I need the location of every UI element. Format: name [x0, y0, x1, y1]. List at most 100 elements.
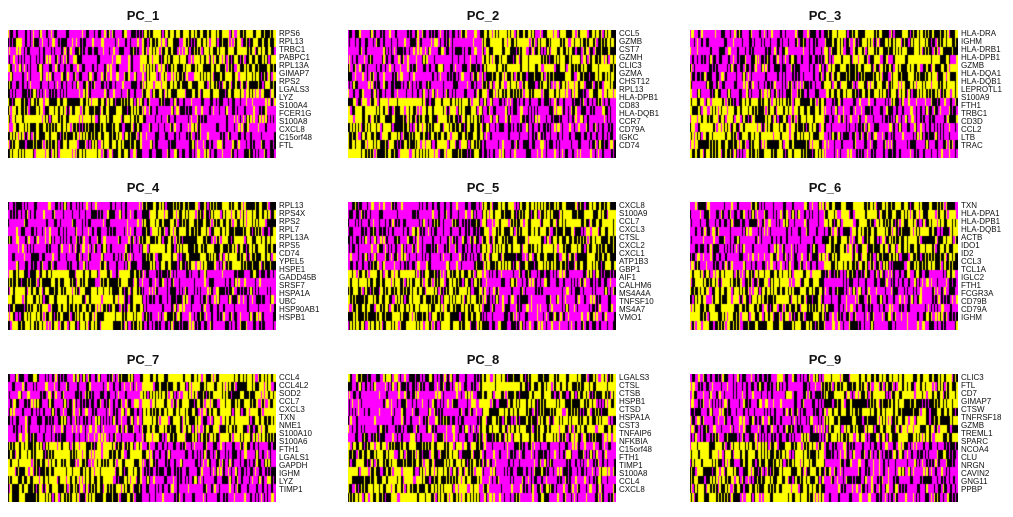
gene-label: S100A6 — [279, 437, 308, 446]
gene-label: TCL1A — [961, 265, 986, 274]
heatmap-cells — [8, 374, 276, 502]
panel-title: PC_3 — [808, 8, 842, 23]
gene-label: IGKC — [619, 133, 639, 142]
gene-label: ID2 — [961, 249, 974, 258]
gene-label: IDO1 — [961, 241, 980, 250]
gene-label: IGHM — [961, 313, 982, 322]
gene-label: CST3 — [619, 421, 640, 430]
gene-label: NME1 — [279, 421, 302, 430]
gene-label: CD74 — [279, 249, 300, 258]
gene-label: TNFSF10 — [619, 297, 654, 306]
gene-label: GNG11 — [961, 477, 988, 486]
gene-label-list: RPS6 RPL13 TRBC1 PABPC1 RPL13A GIMAP7 RPS2 LGAL… — [279, 30, 312, 158]
gene-label: CCL4 — [619, 477, 640, 486]
gene-label: CD79B — [961, 297, 987, 306]
gene-label: RPS4X — [279, 209, 306, 218]
gene-label: GZMB — [619, 37, 643, 46]
heatmap-panel-pc-3: PC_3 HLA-DRA IGHM HLA-DRB1 HLA-DPB1 GZMB HLA-D… — [690, 0, 1013, 172]
gene-label: CXCL3 — [619, 225, 645, 234]
gene-label: S100A8 — [279, 117, 308, 126]
gene-label: CXCL8 — [279, 125, 305, 134]
gene-label: S100A9 — [961, 93, 990, 102]
gene-label: C15orf48 — [619, 445, 652, 454]
gene-label: S100A9 — [619, 209, 648, 218]
gene-label: GADD45B — [279, 273, 317, 282]
panel-title: PC_1 — [126, 8, 160, 23]
gene-label: CCL4 — [279, 373, 300, 382]
gene-label: IGLC2 — [961, 273, 985, 282]
gene-label-list: LGALS3 CTSL CTSB HSPB1 CTSD HSPA1A CST3 TNFAIP6… — [619, 374, 652, 502]
gene-label: LGALS3 — [279, 85, 310, 94]
gene-label: LTB — [961, 133, 976, 142]
gene-label: RPL13 — [279, 37, 304, 46]
gene-label: SPARC — [961, 437, 988, 446]
gene-label: CTSW — [961, 405, 985, 414]
gene-label-list: CXCL8 S100A9 CCL7 CXCL3 CTSL CXCL2 CXCL1 ATP1B3… — [619, 202, 654, 330]
panel-title: PC_4 — [126, 180, 160, 195]
heatmap-panel-pc-5: PC_5 CXCL8 S100A9 CCL7 CXCL3 CTSL CXCL2 CXCL1 AT… — [348, 172, 678, 344]
gene-label: HLA-DPA1 — [961, 209, 1000, 218]
heatmap-cells — [690, 30, 958, 158]
gene-label: TRBC1 — [961, 109, 988, 118]
gene-label: TNFRSF18 — [961, 413, 1002, 422]
gene-label: VMO1 — [619, 313, 642, 322]
gene-label: CTSD — [619, 405, 641, 414]
panel-title: PC_7 — [126, 352, 160, 367]
gene-label: CLIC3 — [961, 373, 984, 382]
heatmap-cells — [348, 202, 616, 330]
gene-label-list: HLA-DRA IGHM HLA-DRB1 HLA-DPB1 GZMB HLA-DQA1 H… — [961, 30, 1002, 158]
gene-label: FCER1G — [279, 109, 312, 118]
gene-label: LGALS1 — [279, 453, 310, 462]
gene-label: RPL13 — [619, 85, 644, 94]
gene-label: CD79A — [961, 305, 987, 314]
gene-label: TRBC1 — [279, 45, 306, 54]
gene-label-list: CCL4 CCL4L2 SOD2 CCL7 CXCL3 TXN NME1 S100A10 S10… — [279, 374, 312, 502]
gene-label: LYZ — [279, 477, 294, 486]
gene-label: CLU — [961, 453, 978, 462]
gene-label: TRAC — [961, 141, 983, 150]
gene-label: SRSF7 — [279, 281, 305, 290]
gene-label: HLA-DQB1 — [961, 77, 1002, 86]
gene-label: IGHM — [961, 37, 982, 46]
heatmap-cells — [8, 30, 276, 158]
gene-label: CD3D — [961, 117, 983, 126]
heatmap-cells — [348, 374, 616, 502]
gene-label: GZMA — [619, 69, 643, 78]
gene-label: CXCL1 — [619, 249, 645, 258]
gene-label: FTH1 — [279, 445, 299, 454]
gene-label: HLA-DQB1 — [619, 109, 660, 118]
gene-label: RPL13A — [279, 61, 309, 70]
gene-label: RPS6 — [279, 29, 300, 38]
gene-label: GZMB — [961, 421, 985, 430]
gene-label: S100A8 — [619, 469, 648, 478]
gene-label: CXCL8 — [619, 485, 645, 494]
gene-label: PPBP — [961, 485, 983, 494]
heatmap-panel-pc-9: PC_9 CLIC3 FTL CD7 GIMAP7 CTSW TNFRSF18 GZMB TRE… — [690, 344, 1013, 516]
gene-label: HLA-DPB1 — [961, 53, 1001, 62]
gene-label: HSPA1A — [279, 289, 310, 298]
gene-label: TXN — [961, 201, 977, 210]
panel-title: PC_6 — [808, 180, 842, 195]
heatmap-panel-pc-7: PC_7 CCL4 CCL4L2 SOD2 CCL7 CXCL3 TXN NME1 S100A1… — [8, 344, 338, 516]
gene-label-list: CCL5 GZMB CST7 GZMH CLIC3 GZMA CHST12 RPL13 HLA-… — [619, 30, 659, 158]
gene-label: RPS2 — [279, 217, 300, 226]
gene-label: HSPE1 — [279, 265, 306, 274]
gene-label: RPS5 — [279, 241, 300, 250]
gene-label: FTL — [961, 381, 976, 390]
gene-label: MS4A7 — [619, 305, 646, 314]
gene-label: CD79A — [619, 125, 645, 134]
gene-label: HSP90AB1 — [279, 305, 320, 314]
gene-label: CTSL — [619, 381, 640, 390]
gene-label: AIF1 — [619, 273, 636, 282]
gene-label: FTH1 — [961, 281, 981, 290]
gene-label: HSPB1 — [279, 313, 306, 322]
gene-label: CXCL2 — [619, 241, 645, 250]
gene-label: S100A4 — [279, 101, 308, 110]
gene-label: HSPB1 — [619, 397, 646, 406]
gene-label: RPL13 — [279, 201, 304, 210]
gene-label: RPL13A — [279, 233, 309, 242]
gene-label: SOD2 — [279, 389, 301, 398]
gene-label: PABPC1 — [279, 53, 310, 62]
gene-label: YPEL5 — [279, 257, 304, 266]
gene-label-list: RPL13 RPS4X RPS2 RPL7 RPL13A RPS5 CD74 YPEL5 HSP… — [279, 202, 319, 330]
